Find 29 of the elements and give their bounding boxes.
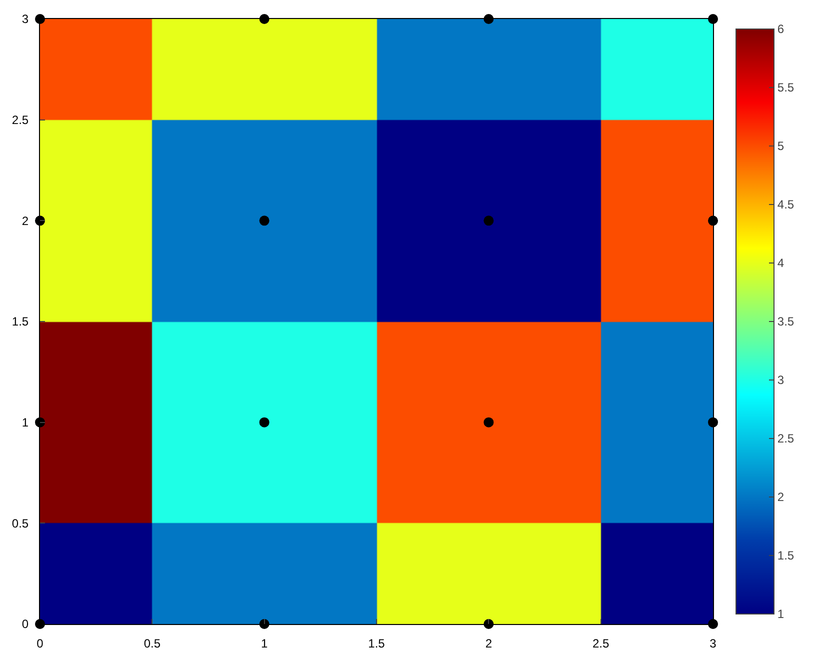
x-tick-label: 1 xyxy=(260,636,268,650)
point xyxy=(259,417,270,428)
color-bar-label: 6 xyxy=(777,22,784,36)
color-bar-label: 1 xyxy=(777,607,784,622)
color-bar-label: 3.5 xyxy=(777,314,794,329)
x-tick-label: 3 xyxy=(710,636,717,650)
y-tick-label: 1.5 xyxy=(12,314,29,329)
color-bar-label: 4 xyxy=(777,256,784,270)
x-tick-label: 2.5 xyxy=(592,636,610,650)
x-tick-label: 2 xyxy=(485,636,492,650)
point xyxy=(484,216,494,226)
color-bar-label: 2 xyxy=(777,490,784,504)
point xyxy=(484,417,494,428)
y-tick-label: 3 xyxy=(22,12,29,26)
y-tick-label: 2.5 xyxy=(12,113,29,128)
x-tick-label: 1.5 xyxy=(368,636,386,650)
color-bar-label: 5.5 xyxy=(777,80,794,95)
y-tick-label: 0.5 xyxy=(12,516,29,530)
x-tick-label: 0.5 xyxy=(144,636,161,650)
y-tick-label: 0 xyxy=(22,617,29,632)
x-tick-label: 0 xyxy=(36,636,44,650)
color-bar-label: 4.5 xyxy=(777,198,794,212)
color-bar-label: 1.5 xyxy=(777,548,794,563)
color-bar-label: 5 xyxy=(777,139,784,154)
y-tick-label: 2 xyxy=(22,214,29,228)
y-tick-label: 1 xyxy=(22,416,29,430)
color-bar-label: 3 xyxy=(777,373,784,388)
color-bar-label: 2.5 xyxy=(777,432,794,446)
point xyxy=(259,216,270,226)
